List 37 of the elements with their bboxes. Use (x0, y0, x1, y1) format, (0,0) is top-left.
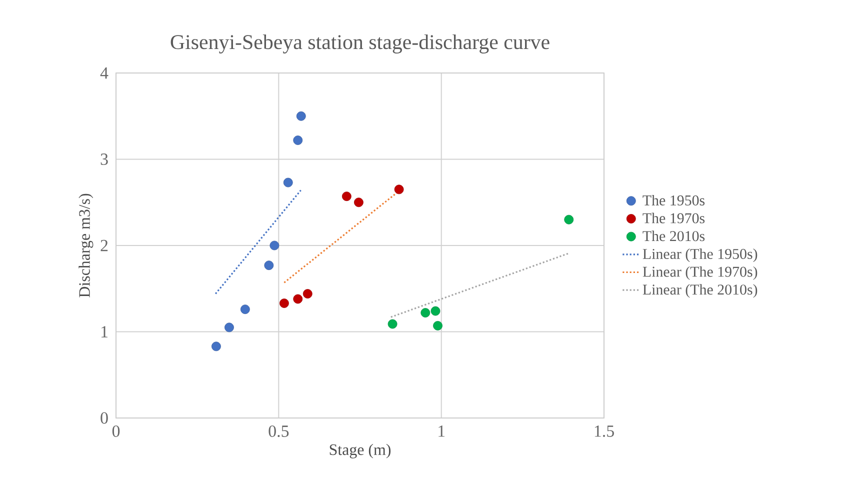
legend-label: The 1950s (642, 194, 705, 206)
point (293, 294, 303, 304)
legend-label: Linear (The 1970s) (642, 266, 758, 280)
x-tick-label: 0.5 (268, 426, 289, 437)
y-tick-label: 2 (100, 240, 108, 252)
point (270, 240, 280, 250)
chart-title: Gisenyi-Sebeya station stage-discharge curve (170, 34, 550, 54)
point (354, 198, 364, 208)
point (388, 319, 398, 329)
point (564, 214, 574, 224)
point (296, 111, 306, 121)
point (342, 192, 352, 202)
point (430, 306, 440, 316)
x-tick-label: 0 (112, 426, 120, 437)
point (394, 184, 404, 194)
legend-label: The 2010s (642, 230, 705, 242)
y-tick-label: 3 (100, 154, 108, 165)
point (264, 260, 274, 270)
y-tick-label: 1 (102, 326, 108, 338)
legend-label: The 1970s (642, 212, 705, 224)
point (212, 342, 221, 352)
legend-label: Linear (The 2010s) (642, 284, 758, 298)
y-tick-label: 0 (100, 412, 108, 424)
point (293, 136, 303, 145)
x-tick-label: 1.5 (594, 426, 614, 437)
point (280, 298, 289, 308)
point (240, 304, 250, 314)
x-tick-label: 1 (438, 426, 445, 437)
point (420, 308, 430, 318)
point (302, 289, 312, 298)
point (224, 322, 234, 332)
y-axis-title: Discharge m3/s) (78, 194, 94, 298)
x-axis-title: Stage (m) (330, 444, 391, 458)
legend-label: Linear (The 1950s) (642, 248, 758, 262)
y-tick-label: 4 (100, 67, 108, 79)
point (433, 321, 442, 330)
point (283, 178, 293, 188)
